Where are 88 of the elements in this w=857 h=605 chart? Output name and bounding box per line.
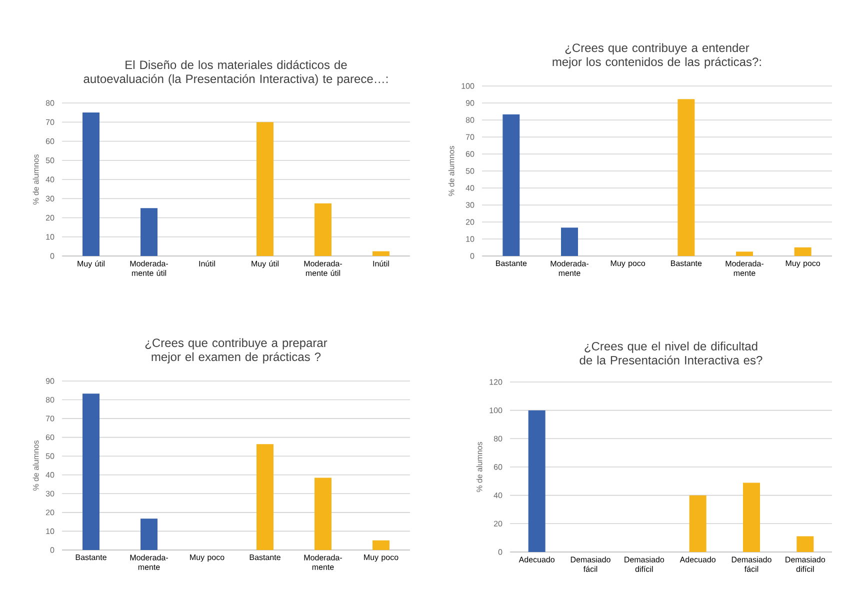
x-tick-label: Muy poco <box>610 260 646 268</box>
bar <box>140 518 158 550</box>
bar <box>82 394 100 550</box>
x-tick-label: Muy poco <box>786 260 820 268</box>
x-tick-label: Demasiado fácil <box>732 556 772 572</box>
bar <box>256 444 274 550</box>
x-tick-label: Moderada-mente <box>130 554 168 570</box>
y-axis-title: % de alumnos <box>448 146 454 196</box>
y-tick-label: 60 <box>466 151 474 157</box>
bar <box>736 252 753 256</box>
bar <box>140 208 158 256</box>
x-tick-label: Inútil <box>373 260 389 266</box>
bar <box>372 540 390 550</box>
x-tick-label: Moderada-mente <box>304 554 342 570</box>
y-tick-label: 50 <box>46 158 54 164</box>
y-tick-label: 0 <box>50 253 54 259</box>
y-tick-label: 0 <box>498 549 502 555</box>
bar <box>561 228 578 256</box>
x-tick-label: Bastante <box>76 554 106 560</box>
x-tick-label: Moderada-mente útil <box>304 260 342 276</box>
x-tick-label: Muy útil <box>78 260 104 268</box>
bar <box>678 99 695 256</box>
y-tick-label: 70 <box>46 416 54 422</box>
x-tick-label: Muy poco <box>364 554 398 562</box>
bar <box>528 410 546 552</box>
y-tick-label: 80 <box>46 396 54 403</box>
y-tick-label: 30 <box>466 202 474 208</box>
y-tick-label: 20 <box>46 510 54 516</box>
y-tick-label: 90 <box>46 378 54 384</box>
y-tick-label: 30 <box>46 490 54 496</box>
bar <box>689 495 706 552</box>
y-tick-label: 100 <box>490 407 502 414</box>
y-tick-label: 20 <box>494 520 502 526</box>
chart-title: ¿Crees que contribuye a entender mejor los contenidos de las prácticas?: <box>552 43 761 68</box>
x-tick-label: Bastante <box>496 260 527 266</box>
y-tick-label: 20 <box>46 214 54 221</box>
y-axis-title: % de alumnos <box>32 154 39 205</box>
y-tick-label: 60 <box>46 138 54 144</box>
chart-title: ¿Crees que contribuye a preparar mejor el examen de prácticas ? <box>145 338 328 364</box>
y-tick-label: 70 <box>46 119 54 125</box>
x-tick-label: Demasiado difícil <box>624 556 664 572</box>
chart-title: ¿Crees que el nivel de dificultad de la Presentación Interactiva es? <box>580 342 762 364</box>
y-tick-label: 100 <box>462 83 474 89</box>
y-tick-label: 50 <box>466 168 474 174</box>
x-tick-label: Adecuado <box>518 556 555 562</box>
y-tick-label: 10 <box>466 236 474 242</box>
bar <box>794 247 812 256</box>
y-tick-label: 50 <box>46 453 54 459</box>
bar <box>502 114 520 256</box>
y-tick-label: 80 <box>466 117 474 123</box>
x-tick-label: Bastante <box>671 260 702 266</box>
x-tick-label: Demasiado fácil <box>570 556 610 572</box>
bar <box>256 122 274 256</box>
y-tick-label: 10 <box>46 234 54 240</box>
bar <box>372 251 390 256</box>
y-tick-label: 40 <box>46 472 54 478</box>
x-tick-label: Muy poco <box>190 554 224 562</box>
x-tick-label: Moderada-mente <box>726 260 764 276</box>
x-tick-label: Moderada-mente <box>550 260 588 276</box>
y-axis-title: % de alumnos <box>32 440 39 491</box>
x-tick-label: Moderada-mente útil <box>130 260 168 276</box>
x-tick-label: Bastante <box>250 554 280 560</box>
y-tick-label: 70 <box>466 134 474 140</box>
y-axis-title: % de alumnos <box>476 442 482 492</box>
x-tick-label: Inútil <box>199 260 215 266</box>
bar <box>82 112 100 256</box>
bar <box>742 482 760 552</box>
x-tick-label: Muy útil <box>252 260 278 268</box>
y-tick-label: 10 <box>46 528 54 534</box>
bar <box>314 203 332 256</box>
y-tick-label: 60 <box>494 464 502 470</box>
y-tick-label: 40 <box>46 176 54 182</box>
bar <box>314 478 332 550</box>
y-tick-label: 80 <box>46 100 54 106</box>
y-tick-label: 40 <box>494 492 502 498</box>
x-tick-label: Demasiado difícil <box>786 556 826 572</box>
chart-title: El Diseño de los materiales didácticos de autoevaluación (la Presentación Interactiva) te parece…: <box>84 60 388 86</box>
y-tick-label: 0 <box>50 547 54 553</box>
y-tick-label: 90 <box>466 100 474 106</box>
y-tick-label: 20 <box>466 219 474 225</box>
y-tick-label: 40 <box>466 185 474 191</box>
y-tick-label: 0 <box>470 253 474 259</box>
x-tick-label: Adecuado <box>680 556 716 562</box>
y-tick-label: 30 <box>46 196 54 202</box>
y-tick-label: 80 <box>494 436 502 442</box>
y-tick-label: 60 <box>46 434 54 440</box>
y-tick-label: 120 <box>490 379 502 385</box>
bar <box>796 536 814 552</box>
